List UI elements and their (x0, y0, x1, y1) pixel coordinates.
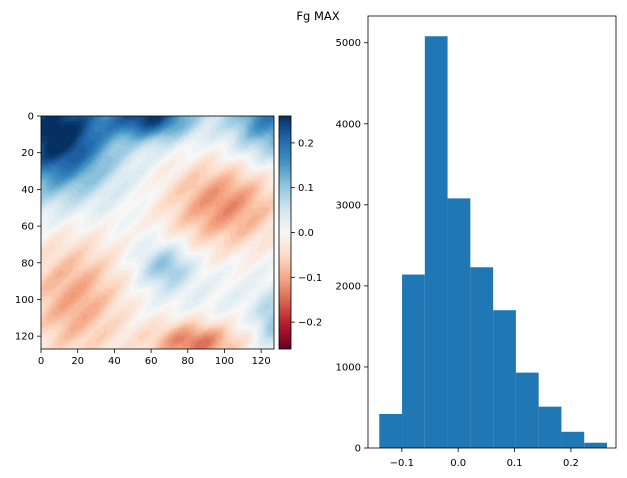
histogram-axes: −0.1 0.0 0.1 0.2 0 1000 2000 3000 4000 5000 (336, 38, 579, 469)
histogram-ytick-label: 3000 (336, 200, 361, 211)
histogram-bar (379, 413, 403, 448)
histogram-ytick-label: 1000 (336, 362, 361, 373)
histogram-xtick-label: −0.1 (390, 458, 414, 469)
histogram-bar (424, 36, 448, 448)
heatmap-xtick-label: 60 (145, 356, 158, 367)
histogram-xtick-label: 0.1 (507, 458, 523, 469)
heatmap-ytick-label: 40 (21, 185, 34, 196)
histogram-bar (584, 442, 607, 448)
heatmap-xtick-label: 80 (181, 356, 194, 367)
histogram-bar (447, 198, 471, 448)
histogram-frame (367, 15, 617, 449)
colorbar-tick-label: 0.1 (298, 183, 314, 194)
figure-title: Fg MAX (296, 9, 339, 23)
histogram-ytick-label: 2000 (336, 281, 361, 292)
heatmap-ytick-label: 120 (15, 332, 34, 343)
colorbar-tick-label: −0.2 (298, 318, 322, 329)
heatmap-xtick-label: 100 (215, 356, 234, 367)
histogram-xtick-label: 0.2 (563, 458, 579, 469)
colorbar-axes: 0.2 0.1 0.0 −0.1 −0.2 (291, 138, 322, 329)
histogram-bar (515, 372, 539, 448)
histogram-ytick-label: 0 (355, 444, 361, 455)
heatmap-ytick-label: 80 (21, 258, 34, 269)
colorbar-tick-label: 0.2 (298, 138, 314, 149)
histogram-panel: −0.1 0.0 0.1 0.2 0 1000 2000 3000 4000 5000 (336, 15, 617, 469)
histogram-bar (538, 406, 562, 448)
heatmap-xtick-label: 20 (71, 356, 84, 367)
histogram-bars (379, 36, 607, 448)
histogram-bar (402, 274, 425, 448)
heatmap-ytick-label: 100 (15, 295, 34, 306)
heatmap-xtick-label: 40 (108, 356, 121, 367)
heatmap-axes: 0 20 40 60 80 100 120 0 20 40 60 80 100 120 (15, 112, 271, 368)
heatmap-xtick-label: 120 (252, 356, 271, 367)
histogram-xtick-label: 0.0 (450, 458, 466, 469)
colorbar-tick-label: −0.1 (298, 273, 322, 284)
heatmap-ytick-label: 0 (28, 112, 34, 123)
heatmap-ytick-label: 60 (21, 222, 34, 233)
heatmap-ytick-label: 20 (21, 148, 34, 159)
histogram-bar (470, 267, 494, 448)
colorbar: 0.2 0.1 0.0 −0.1 −0.2 (278, 115, 322, 350)
heatmap-panel: 0 20 40 60 80 100 120 0 20 40 60 80 100 120 (15, 112, 275, 368)
heatmap-image (41, 116, 274, 349)
colorbar-gradient (278, 115, 292, 350)
histogram-ytick-label: 5000 (336, 38, 361, 49)
heatmap-frame (40, 115, 275, 350)
histogram-bar (493, 310, 516, 448)
histogram-bar (561, 431, 585, 448)
histogram-ytick-label: 4000 (336, 119, 361, 130)
colorbar-tick-label: 0.0 (298, 228, 314, 239)
heatmap-xtick-label: 0 (38, 356, 44, 367)
